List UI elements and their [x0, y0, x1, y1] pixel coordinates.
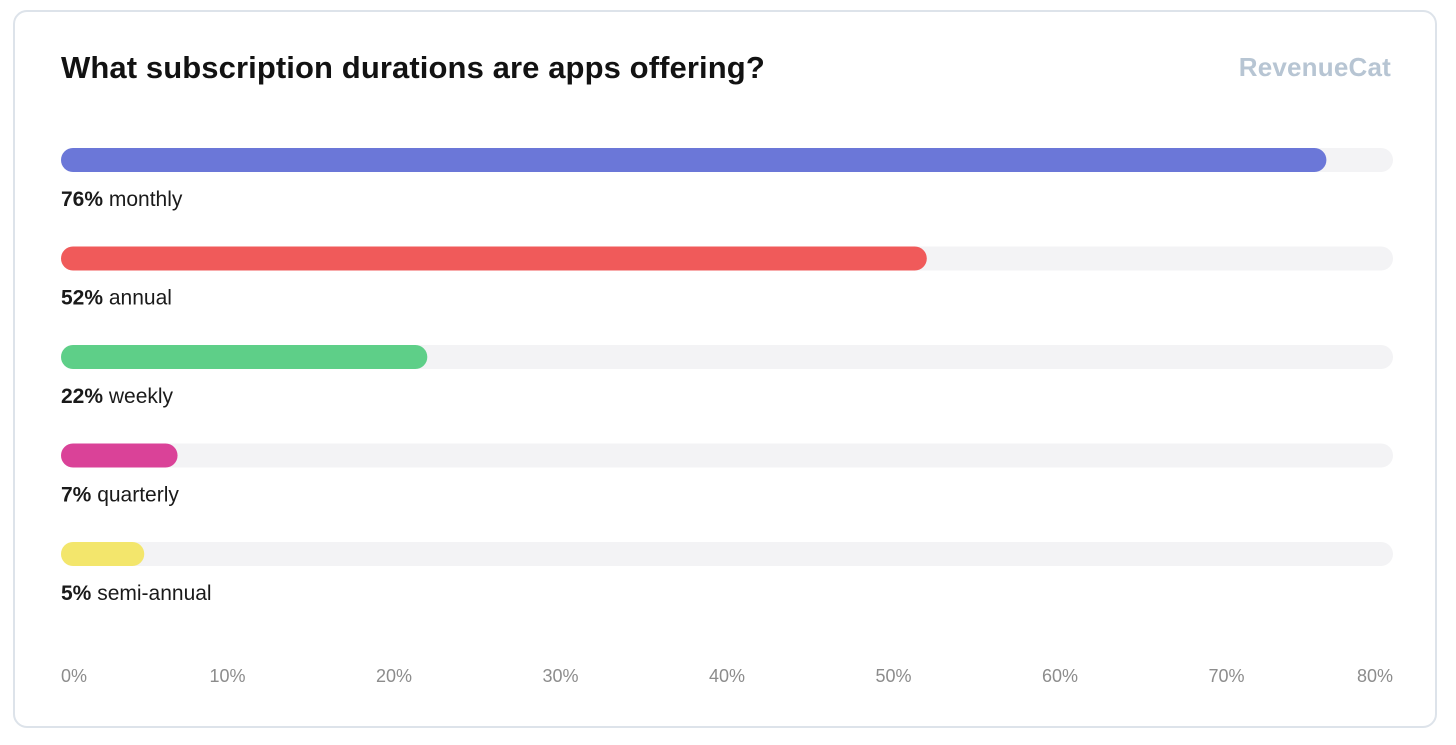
x-tick-label: 10%: [209, 666, 245, 686]
chart-card: What subscription durations are apps off…: [13, 10, 1437, 728]
bar-value-label: 5%: [61, 582, 92, 605]
bar-track: [61, 443, 1393, 468]
bar-value-label: 22%: [61, 385, 103, 408]
bar-label-semi-annual: 5% semi-annual: [61, 582, 212, 605]
bar-weekly: [61, 345, 428, 369]
bar-category-label: annual: [103, 287, 172, 310]
bar-category-label: weekly: [103, 385, 174, 408]
bar-quarterly: [61, 443, 178, 468]
x-tick-label: 40%: [709, 666, 745, 686]
x-tick-label: 0%: [61, 666, 87, 686]
x-tick-label: 50%: [875, 666, 911, 686]
bar-label-monthly: 76% monthly: [61, 188, 183, 211]
bar-category-label: monthly: [103, 188, 183, 211]
bar-annual: [61, 246, 927, 271]
bar-value-label: 52%: [61, 287, 103, 310]
x-tick-label: 60%: [1042, 666, 1078, 686]
revenuecat-logo: RevenueCat: [1238, 52, 1391, 82]
chart-title: What subscription durations are apps off…: [61, 50, 765, 85]
bar-monthly: [61, 148, 1327, 172]
bar-value-label: 76%: [61, 188, 103, 211]
x-tick-label: 80%: [1357, 666, 1393, 686]
bar-label-quarterly: 7% quarterly: [61, 484, 179, 507]
bar-value-label: 7%: [61, 484, 92, 507]
bar-category-label: semi-annual: [91, 582, 211, 605]
bar-category-label: quarterly: [91, 484, 179, 507]
x-tick-label: 70%: [1208, 666, 1244, 686]
bar-label-weekly: 22% weekly: [61, 385, 174, 408]
x-tick-label: 20%: [376, 666, 412, 686]
bar-track: [61, 542, 1393, 566]
x-tick-label: 30%: [542, 666, 578, 686]
bar-label-annual: 52% annual: [61, 287, 172, 310]
bar-chart: 76% monthly 52% annual 22% weekly 7% quarte…: [61, 148, 1393, 686]
bar-semi-annual: [61, 542, 145, 566]
